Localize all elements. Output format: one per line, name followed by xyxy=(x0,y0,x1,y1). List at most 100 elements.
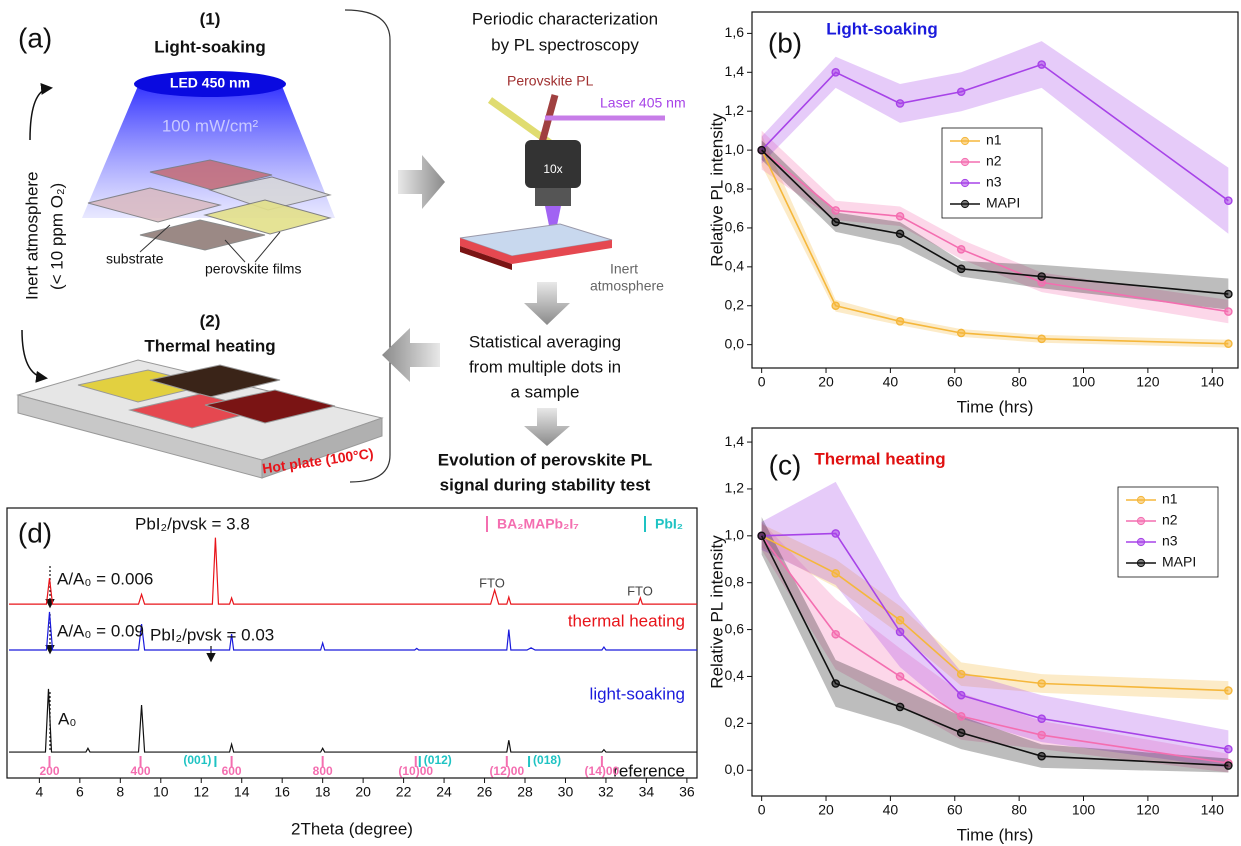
arrow-right xyxy=(398,155,445,209)
data-point xyxy=(1037,60,1046,69)
x-tick-label: 8 xyxy=(116,784,124,800)
x-tick-label: 120 xyxy=(1136,374,1160,390)
data-point xyxy=(1224,339,1233,348)
data-point xyxy=(956,328,966,338)
data-point xyxy=(956,669,966,679)
error-band xyxy=(761,41,1229,234)
x-tick-label: 26 xyxy=(477,784,493,800)
panel-label: (b) xyxy=(768,27,802,58)
x-tick-label: 34 xyxy=(639,784,655,800)
error-band xyxy=(761,481,1229,768)
reference-label: (001) xyxy=(183,753,211,767)
annotation: FTO xyxy=(479,575,505,590)
legend-box xyxy=(1117,486,1219,578)
reference-label: (012) xyxy=(424,753,452,767)
y-tick-label: 0,8 xyxy=(725,573,745,589)
series-label: thermal heating xyxy=(568,611,685,630)
data-point xyxy=(1037,751,1046,761)
x-tick-label: 140 xyxy=(1201,374,1225,390)
legend-marker xyxy=(960,199,970,209)
y-tick-label: 0,8 xyxy=(725,180,745,196)
data-point xyxy=(831,217,840,227)
x-tick-label: 20 xyxy=(355,784,371,800)
x-tick-label: 12 xyxy=(193,784,209,800)
data-point xyxy=(956,712,966,721)
data-point xyxy=(895,615,905,625)
data-point xyxy=(1224,307,1233,316)
avg-label: from multiple dots in xyxy=(469,357,621,376)
legend-label: BA₂MAPb₂I₇ xyxy=(497,516,579,532)
panel-label: (c) xyxy=(769,449,802,480)
annotation: FTO xyxy=(627,583,653,598)
panel-label: (d) xyxy=(18,517,52,548)
data-point xyxy=(956,690,966,700)
data-point xyxy=(1037,730,1046,740)
led-label: LED 450 nm xyxy=(170,75,250,91)
result-label: signal during stability test xyxy=(440,475,651,494)
y-tick-label: 0,0 xyxy=(725,761,745,777)
objective xyxy=(525,140,581,188)
series-line xyxy=(761,149,1229,295)
legend-marker xyxy=(960,136,970,146)
y-tick-label: 1,2 xyxy=(725,480,745,496)
legend-label: n2 xyxy=(986,153,1002,169)
x-tick-label: 20 xyxy=(818,802,834,818)
data-point xyxy=(757,531,766,541)
series-line xyxy=(760,149,1229,345)
legend-box xyxy=(941,127,1043,219)
data-point xyxy=(1037,714,1046,723)
data-point xyxy=(831,529,840,538)
legend-marker xyxy=(1136,495,1146,505)
data-point xyxy=(895,627,905,637)
data-point xyxy=(1037,334,1046,344)
data-point xyxy=(1224,686,1233,695)
x-tick-label: 4 xyxy=(35,784,43,800)
y-tick-label: 1,4 xyxy=(725,63,745,79)
data-point xyxy=(1224,761,1233,770)
atmosphere-label: (< 10 ppm O₂) xyxy=(47,183,66,290)
x-tick-label: 100 xyxy=(1072,374,1096,390)
data-point xyxy=(831,301,840,311)
arrow xyxy=(29,82,53,141)
x-tick-label: 22 xyxy=(396,784,412,800)
chart: 0,0 0,2 0,4 0,6 0,8 1,0 1,2 1,4 1,6 0 20 40 60 80 100 1… xyxy=(707,11,1239,416)
reference-label: 400 xyxy=(131,764,151,778)
annotation: PbI₂/pvsk = 3.8 xyxy=(135,514,250,533)
films-label: perovskite films xyxy=(205,261,301,277)
x-tick-label: 32 xyxy=(598,784,614,800)
series-label: reference xyxy=(613,761,685,780)
step-title: Light-soaking xyxy=(154,37,265,56)
legend-label: n3 xyxy=(1162,533,1178,549)
substrate-label: substrate xyxy=(106,251,164,267)
x-tick-label: 60 xyxy=(947,374,963,390)
reference-label: 800 xyxy=(313,764,333,778)
data-point xyxy=(1037,679,1046,688)
legend-label: n1 xyxy=(1162,491,1178,507)
data-point xyxy=(757,145,766,155)
x-tick-label: 6 xyxy=(76,784,84,800)
arrow-left xyxy=(382,328,440,382)
error-band xyxy=(761,517,1229,773)
data-point xyxy=(895,229,905,239)
x-tick-label: 0 xyxy=(758,374,766,390)
x-tick-label: 140 xyxy=(1201,802,1225,818)
y-tick-label: 1,0 xyxy=(725,141,745,157)
series-label: light-soaking xyxy=(590,684,685,703)
bracket xyxy=(344,9,391,483)
chart-title: Light-soaking xyxy=(826,19,937,38)
y-tick-label: 1,6 xyxy=(725,24,745,40)
y-tick-label: 1,4 xyxy=(725,433,745,449)
data-point xyxy=(895,702,905,712)
power-label: 100 mW/cm² xyxy=(162,116,259,135)
reference-label: (14)00 xyxy=(585,764,620,778)
data-point xyxy=(1224,289,1233,299)
data-point xyxy=(831,569,840,578)
y-tick-label: 1,0 xyxy=(725,527,745,543)
x-axis-label: Time (hrs) xyxy=(957,825,1034,844)
x-tick-label: 28 xyxy=(517,784,533,800)
plot-frame xyxy=(6,507,698,779)
y-tick-label: 0,4 xyxy=(725,258,745,274)
data-point xyxy=(1224,744,1233,754)
series-line xyxy=(760,535,1229,767)
